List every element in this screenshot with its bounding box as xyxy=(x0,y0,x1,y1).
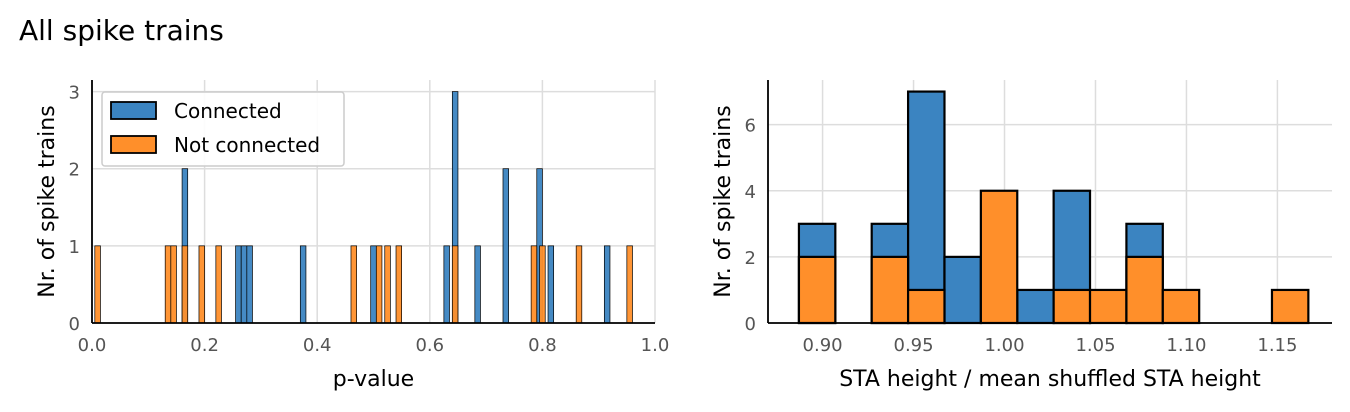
chart-pvalue-histogram: 0.0 0.2 0.4 0.6 0.8 1.0 0 1 2 3 p-value Nr. of spik… xyxy=(35,80,669,392)
y-tick-label: 2 xyxy=(69,160,80,181)
bar-connected xyxy=(299,245,307,324)
bar-not-connected xyxy=(1161,288,1201,325)
x-tick-label: 1.05 xyxy=(1075,335,1115,356)
bar-not-connected xyxy=(539,245,546,324)
bar-not-connected xyxy=(906,288,946,325)
y-axis-label: Nr. of spike trains xyxy=(35,105,60,297)
bar-not-connected xyxy=(181,245,189,324)
legend-swatch-not-connected xyxy=(110,135,157,154)
bar-not-connected xyxy=(979,189,1019,325)
legend-swatch-connected xyxy=(110,101,157,120)
x-tick-label: 0.4 xyxy=(303,335,332,356)
x-axis-label: p-value xyxy=(333,367,414,392)
bar-connected xyxy=(370,245,377,324)
x-tick-label: 0.6 xyxy=(415,335,444,356)
y-tick-label: 4 xyxy=(745,182,756,203)
legend: Connected Not connected xyxy=(101,91,345,167)
y-tick-label: 0 xyxy=(69,314,80,335)
chart-sta-ratio-histogram: 0.90 0.95 1.00 1.05 1.10 1.15 0 2 4 6 STA height /… xyxy=(711,80,1332,392)
bar-not-connected xyxy=(375,245,383,324)
bar-connected xyxy=(235,245,242,324)
y-tick-label: 6 xyxy=(745,116,756,137)
bar-not-connected xyxy=(530,245,538,324)
bar-not-connected xyxy=(170,245,177,324)
y-tick-label: 3 xyxy=(69,83,80,104)
bar-not-connected xyxy=(384,245,391,324)
bar-not-connected xyxy=(395,245,402,324)
bar-connected xyxy=(603,245,611,324)
bar-not-connected xyxy=(1052,288,1092,325)
x-tick-label: 0.90 xyxy=(803,335,843,356)
x-tick-label: 1.00 xyxy=(984,335,1024,356)
y-tick-label: 0 xyxy=(745,314,756,335)
bar-not-connected xyxy=(215,245,222,324)
bar-connected xyxy=(943,255,982,325)
bar-not-connected xyxy=(451,245,459,324)
bar-connected xyxy=(240,245,248,324)
bar-connected xyxy=(1016,288,1055,325)
bar-not-connected xyxy=(198,245,205,324)
bar-not-connected xyxy=(94,245,101,324)
bar-connected xyxy=(474,245,481,324)
bar-not-connected xyxy=(1270,288,1310,325)
bar-not-connected xyxy=(870,255,910,325)
y-tick-label: 1 xyxy=(69,237,80,258)
y-tick-label: 2 xyxy=(745,248,756,269)
bar-connected xyxy=(246,245,253,324)
x-axis-label: STA height / mean shuffled STA height xyxy=(839,367,1261,392)
x-tick-label: 1.10 xyxy=(1166,335,1206,356)
bar-not-connected xyxy=(797,255,837,325)
bar-connected xyxy=(906,90,946,325)
legend-label-not-connected: Not connected xyxy=(174,133,320,157)
x-tick-label: 1.0 xyxy=(641,335,670,356)
bar-not-connected xyxy=(1125,255,1164,325)
x-tick-label: 0.2 xyxy=(190,335,219,356)
bar-not-connected xyxy=(350,245,357,324)
figure-title: All spike trains xyxy=(19,14,224,47)
x-tick-label: 0.8 xyxy=(528,335,557,356)
x-tick-label: 1.15 xyxy=(1257,335,1297,356)
bar-not-connected xyxy=(575,245,583,324)
bar-connected xyxy=(443,245,450,324)
bar-connected xyxy=(502,168,509,324)
bar-connected xyxy=(547,245,555,324)
legend-label-connected: Connected xyxy=(174,99,282,123)
legend-box xyxy=(101,91,345,167)
x-tick-label: 0.0 xyxy=(78,335,107,356)
y-axis-label: Nr. of spike trains xyxy=(711,105,736,297)
x-tick-label: 0.95 xyxy=(894,335,934,356)
bar-not-connected xyxy=(164,245,172,324)
bar-not-connected xyxy=(626,245,633,324)
bar-not-connected xyxy=(1088,288,1128,325)
